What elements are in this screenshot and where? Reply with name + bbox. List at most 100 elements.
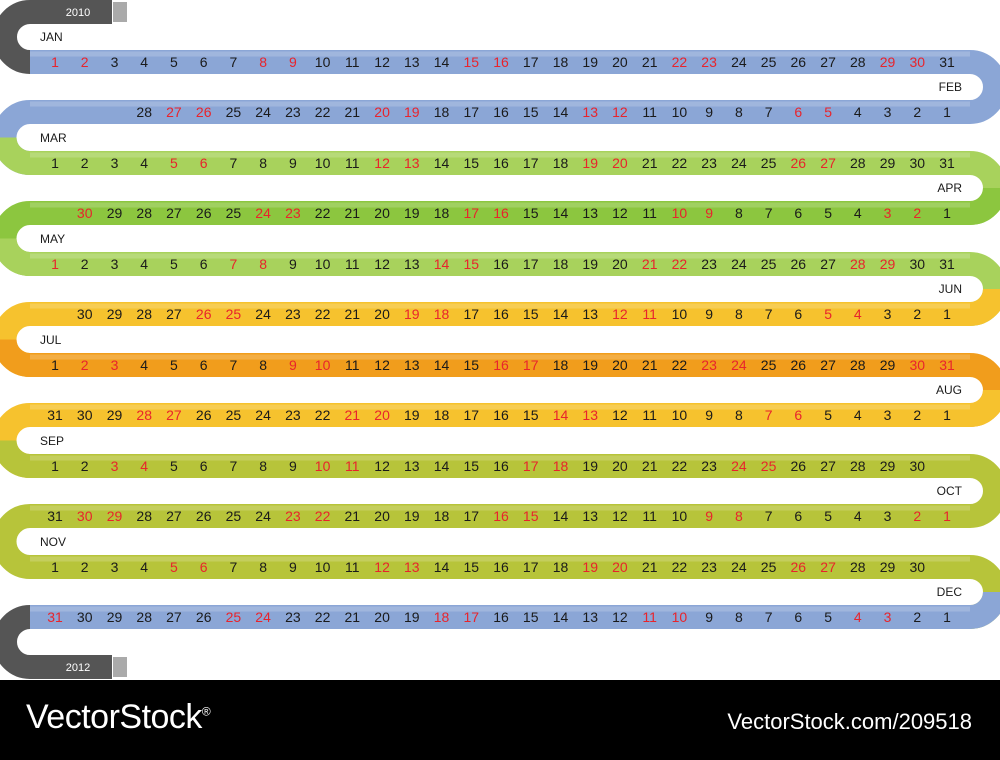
day-apr-7: 7 bbox=[765, 205, 773, 221]
day-jul-23: 23 bbox=[701, 357, 717, 373]
day-feb-8: 8 bbox=[735, 104, 743, 120]
day-sep-5: 5 bbox=[170, 458, 178, 474]
day-nov-2: 2 bbox=[81, 559, 89, 575]
day-mar-10: 10 bbox=[315, 155, 331, 171]
day-oct-4: 4 bbox=[854, 508, 862, 524]
day-apr-22: 22 bbox=[315, 205, 331, 221]
day-jan-16: 16 bbox=[493, 54, 509, 70]
day-may-6: 6 bbox=[200, 256, 208, 272]
day-jun-28: 28 bbox=[136, 306, 152, 322]
day-jun-3: 3 bbox=[884, 306, 892, 322]
day-feb-7: 7 bbox=[765, 104, 773, 120]
month-label-feb: FEB bbox=[939, 80, 962, 94]
day-jan-10: 10 bbox=[315, 54, 331, 70]
day-jul-6: 6 bbox=[200, 357, 208, 373]
day-apr-15: 15 bbox=[523, 205, 539, 221]
day-nov-12: 12 bbox=[374, 559, 390, 575]
month-label-jun: JUN bbox=[939, 282, 962, 296]
day-may-27: 27 bbox=[820, 256, 836, 272]
day-mar-20: 20 bbox=[612, 155, 628, 171]
day-may-1: 1 bbox=[51, 256, 59, 272]
day-jun-2: 2 bbox=[913, 306, 921, 322]
day-aug-18: 18 bbox=[434, 407, 450, 423]
day-feb-25: 25 bbox=[226, 104, 242, 120]
day-may-5: 5 bbox=[170, 256, 178, 272]
day-jul-25: 25 bbox=[761, 357, 777, 373]
day-jul-9: 9 bbox=[289, 357, 297, 373]
day-feb-14: 14 bbox=[553, 104, 569, 120]
day-oct-13: 13 bbox=[582, 508, 598, 524]
day-apr-10: 10 bbox=[672, 205, 688, 221]
day-nov-16: 16 bbox=[493, 559, 509, 575]
day-sep-14: 14 bbox=[434, 458, 450, 474]
day-dec-12: 12 bbox=[612, 609, 628, 625]
day-jun-30: 30 bbox=[77, 306, 93, 322]
day-oct-8: 8 bbox=[735, 508, 743, 524]
day-nov-23: 23 bbox=[701, 559, 717, 575]
day-apr-5: 5 bbox=[824, 205, 832, 221]
footer-bar: VectorStock® VectorStock.com/209518 bbox=[0, 680, 1000, 760]
day-dec-3: 3 bbox=[884, 609, 892, 625]
day-dec-9: 9 bbox=[705, 609, 713, 625]
day-apr-26: 26 bbox=[196, 205, 212, 221]
day-aug-17: 17 bbox=[464, 407, 480, 423]
day-jan-6: 6 bbox=[200, 54, 208, 70]
day-jan-21: 21 bbox=[642, 54, 658, 70]
day-apr-12: 12 bbox=[612, 205, 628, 221]
day-jan-14: 14 bbox=[434, 54, 450, 70]
day-jan-25: 25 bbox=[761, 54, 777, 70]
day-feb-26: 26 bbox=[196, 104, 212, 120]
day-feb-24: 24 bbox=[255, 104, 271, 120]
day-apr-21: 21 bbox=[345, 205, 361, 221]
day-jul-28: 28 bbox=[850, 357, 866, 373]
ribbon-turn bbox=[969, 454, 1000, 528]
day-sep-29: 29 bbox=[880, 458, 896, 474]
day-oct-20: 20 bbox=[374, 508, 390, 524]
day-feb-12: 12 bbox=[612, 104, 628, 120]
day-nov-30: 30 bbox=[910, 559, 926, 575]
day-may-28: 28 bbox=[850, 256, 866, 272]
day-jan-22: 22 bbox=[672, 54, 688, 70]
day-dec-20: 20 bbox=[374, 609, 390, 625]
day-aug-10: 10 bbox=[672, 407, 688, 423]
day-feb-19: 19 bbox=[404, 104, 420, 120]
day-may-17: 17 bbox=[523, 256, 539, 272]
day-jul-3: 3 bbox=[111, 357, 119, 373]
day-nov-3: 3 bbox=[111, 559, 119, 575]
day-dec-15: 15 bbox=[523, 609, 539, 625]
brand-logo[interactable]: VectorStock® bbox=[26, 698, 211, 737]
day-mar-9: 9 bbox=[289, 155, 297, 171]
day-nov-14: 14 bbox=[434, 559, 450, 575]
day-jun-25: 25 bbox=[226, 306, 242, 322]
day-sep-17: 17 bbox=[523, 458, 539, 474]
day-jul-20: 20 bbox=[612, 357, 628, 373]
day-jul-13: 13 bbox=[404, 357, 420, 373]
day-apr-16: 16 bbox=[493, 205, 509, 221]
day-jan-17: 17 bbox=[523, 54, 539, 70]
day-jun-7: 7 bbox=[765, 306, 773, 322]
day-oct-6: 6 bbox=[794, 508, 802, 524]
day-dec-28: 28 bbox=[136, 609, 152, 625]
day-jul-19: 19 bbox=[582, 357, 598, 373]
day-mar-27: 27 bbox=[820, 155, 836, 171]
day-nov-17: 17 bbox=[523, 559, 539, 575]
day-mar-28: 28 bbox=[850, 155, 866, 171]
day-dec-21: 21 bbox=[345, 609, 361, 625]
day-mar-8: 8 bbox=[259, 155, 267, 171]
day-sep-1: 1 bbox=[51, 458, 59, 474]
day-jun-15: 15 bbox=[523, 306, 539, 322]
day-jan-2: 2 bbox=[81, 54, 89, 70]
day-aug-14: 14 bbox=[553, 407, 569, 423]
day-jan-1: 1 bbox=[51, 54, 59, 70]
day-nov-1: 1 bbox=[51, 559, 59, 575]
ribbon-turn-blend bbox=[969, 591, 1000, 629]
day-nov-22: 22 bbox=[672, 559, 688, 575]
day-dec-8: 8 bbox=[735, 609, 743, 625]
day-jan-18: 18 bbox=[553, 54, 569, 70]
month-label-oct: OCT bbox=[937, 484, 963, 498]
day-dec-1: 1 bbox=[943, 609, 951, 625]
day-aug-7: 7 bbox=[765, 407, 773, 423]
day-mar-16: 16 bbox=[493, 155, 509, 171]
day-mar-13: 13 bbox=[404, 155, 420, 171]
day-oct-19: 19 bbox=[404, 508, 420, 524]
